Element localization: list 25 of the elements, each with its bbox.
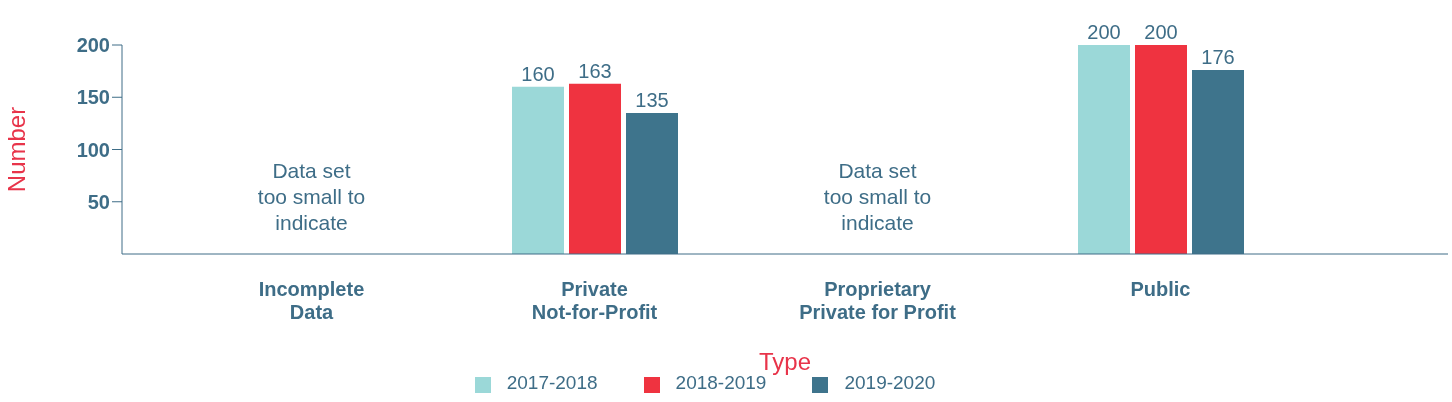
data-label: 200 <box>1087 21 1121 43</box>
annotation: Data set too small to indicate <box>823 159 932 234</box>
x-axis-title: Type <box>758 348 812 375</box>
data-label: 200 <box>1144 21 1178 43</box>
bar <box>569 83 621 254</box>
y-tick-label: 100 <box>76 138 110 161</box>
data-label: 176 <box>1201 46 1235 69</box>
data-label: 135 <box>635 88 669 111</box>
annotation: Data set too small to indicate <box>257 159 366 234</box>
x-tick-label: Incomplete Data <box>258 278 365 323</box>
x-tick-label: Private Not-for-Profit <box>531 278 658 323</box>
legend-label: 2019-2020 <box>844 372 936 393</box>
y-tick-label: 50 <box>87 190 110 213</box>
y-tick-label: 200 <box>76 34 110 57</box>
x-tick-label: Proprietary Private for Profit <box>799 278 957 323</box>
y-tick-label: 150 <box>76 86 110 109</box>
data-label: 163 <box>578 59 612 82</box>
legend-label: 2017-2018 <box>506 372 598 393</box>
data-label: 160 <box>521 62 555 85</box>
bar <box>1135 45 1187 254</box>
x-tick-label: Public <box>1130 278 1191 300</box>
y-axis-title: Number <box>2 106 30 193</box>
bar <box>512 86 564 254</box>
legend-label: 2018-2019 <box>675 372 767 393</box>
bar <box>1078 45 1130 254</box>
